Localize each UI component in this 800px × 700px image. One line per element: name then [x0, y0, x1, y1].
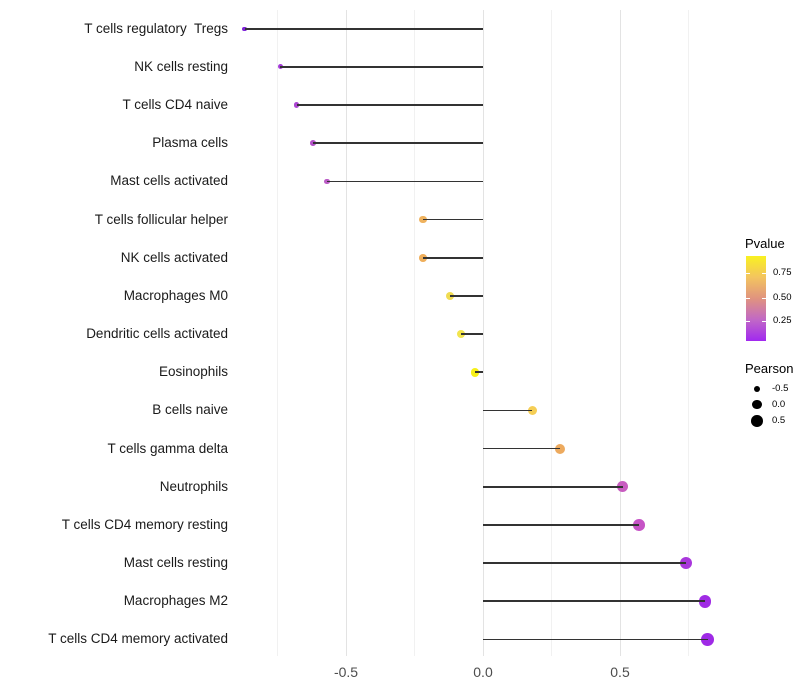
gridline-minor: [551, 10, 552, 656]
lollipop-stem: [483, 409, 533, 412]
size-legend-dot: [751, 415, 763, 427]
colorbar-tick: [762, 273, 766, 274]
colorbar-tick-label: 0.50: [773, 292, 792, 303]
y-axis-label: NK cells resting: [134, 58, 228, 74]
y-axis-label: Macrophages M0: [123, 287, 228, 303]
y-axis-label: Mast cells activated: [110, 173, 228, 189]
lollipop-stem: [461, 333, 483, 335]
colorbar-tick: [746, 298, 750, 299]
gridline-major: [482, 10, 484, 656]
lollipop-stem: [483, 600, 705, 602]
y-axis-label: Mast cells resting: [123, 555, 228, 571]
lollipop-stem: [422, 256, 483, 259]
lollipop-stem: [280, 66, 483, 68]
lollipop-stem: [244, 28, 483, 30]
lollipop-stem: [483, 524, 640, 526]
lollipop-stem: [422, 218, 483, 221]
lollipop-stem: [474, 371, 483, 374]
lollipop-dot: [418, 253, 427, 262]
lollipop-dot: [456, 329, 466, 339]
colorbar-tick: [746, 273, 750, 274]
y-axis-label: T cells follicular helper: [94, 211, 228, 227]
size-legend-label: -0.5: [772, 383, 789, 394]
y-axis-label: B cells naive: [152, 402, 228, 418]
y-axis-label: T cells gamma delta: [107, 440, 228, 456]
colorbar-tick: [746, 321, 750, 322]
y-axis-label: T cells regulatory Tregs: [84, 20, 228, 36]
lollipop-stem: [483, 447, 560, 450]
lollipop-stem: [450, 295, 483, 297]
colorbar-tick: [762, 321, 766, 322]
x-tick-label: -0.5: [333, 664, 359, 680]
lollipop-stem: [483, 485, 623, 488]
size-legend-dot: [753, 385, 761, 393]
y-axis-label: T cells CD4 memory resting: [61, 516, 228, 532]
lollipop-dot: [418, 215, 427, 224]
lollipop-dot: [698, 594, 712, 608]
y-axis-label: NK cells activated: [120, 249, 228, 265]
gridline-minor: [688, 10, 689, 656]
lollipop-stem: [313, 142, 483, 145]
gridline-minor: [277, 10, 278, 656]
y-axis-label: Eosinophils: [158, 364, 228, 380]
gridline-major: [619, 10, 621, 656]
lollipop-dot: [294, 102, 300, 108]
lollipop-stem: [296, 104, 483, 106]
size-legend-dot: [752, 399, 762, 410]
x-tick-label: 0.5: [610, 664, 630, 680]
pearson-legend-title: Pearson: [745, 361, 794, 376]
y-axis-label: Macrophages M2: [123, 593, 228, 609]
y-axis-label: Plasma cells: [152, 135, 228, 151]
colorbar-tick-label: 0.25: [773, 315, 792, 326]
size-legend-label: 0.5: [772, 415, 786, 426]
gridline-major: [345, 10, 347, 656]
pvalue-legend-title: Pvalue: [745, 236, 785, 251]
lollipop-stem: [483, 562, 686, 564]
lollipop-stem: [483, 638, 708, 641]
gridline-minor: [414, 10, 415, 656]
y-axis-label: Neutrophils: [159, 478, 228, 494]
pvalue-colorbar: [746, 256, 766, 341]
lollipop-stem: [326, 180, 483, 183]
lollipop-dot: [617, 481, 629, 493]
y-axis-label: T cells CD4 naive: [122, 97, 228, 113]
y-axis-label: Dendritic cells activated: [86, 326, 228, 342]
lollipop-dot: [527, 405, 538, 416]
x-tick-label: 0.0: [473, 664, 493, 680]
colorbar-tick: [762, 298, 766, 299]
colorbar-tick-label: 0.75: [773, 267, 792, 278]
size-legend-label: 0.0: [772, 398, 786, 410]
y-axis-label: T cells CD4 memory activated: [48, 631, 228, 647]
